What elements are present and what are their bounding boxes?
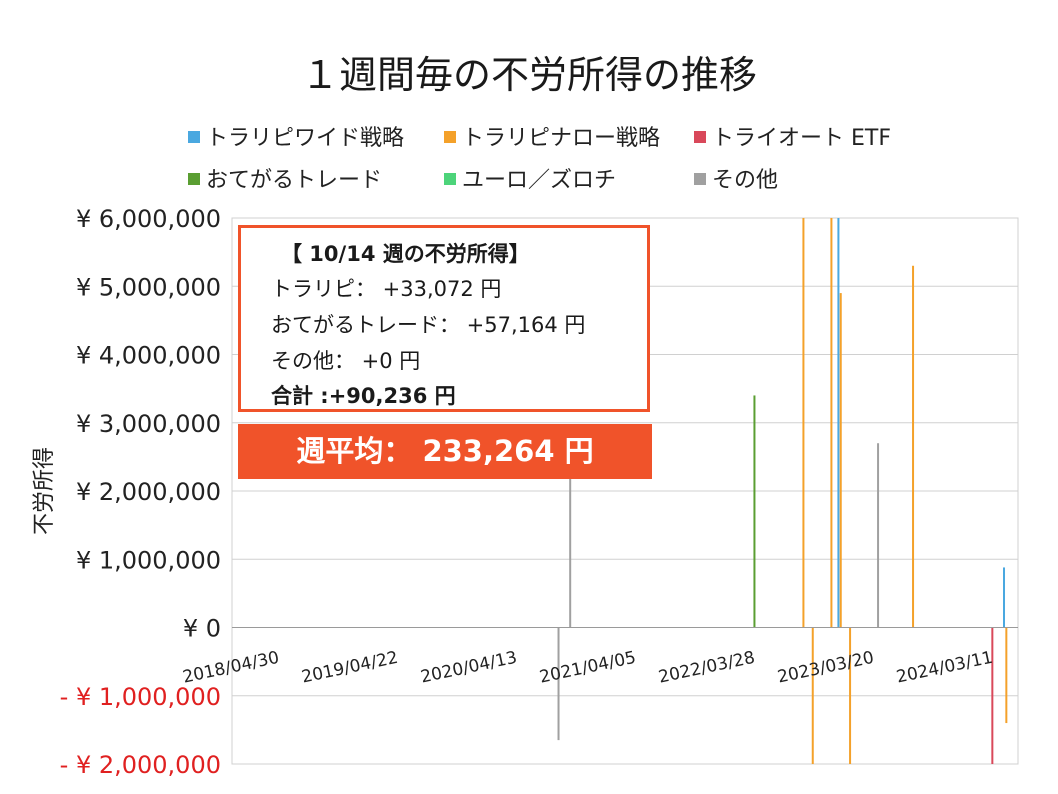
- y-tick-label: ¥ 1,000,000: [76, 546, 221, 574]
- legend-item-other[interactable]: その他: [694, 162, 778, 194]
- legend-label: その他: [712, 168, 779, 193]
- y-tick-label: ¥ 2,000,000: [76, 478, 221, 506]
- legend-swatch-icon: [188, 131, 200, 143]
- bar: [1003, 567, 1006, 628]
- bar: [569, 477, 572, 628]
- x-tick-label: 2024/03/11: [895, 648, 995, 688]
- legend-swatch-icon: [694, 173, 706, 185]
- legend-label: トラリピナロー戦略: [462, 126, 661, 151]
- legend-swatch-icon: [444, 173, 456, 185]
- y-tick-label: ¥ 5,000,000: [76, 273, 221, 301]
- x-tick-label: 2020/04/13: [419, 648, 519, 688]
- info-otegaru-line: おてがるトレード： +57,164 円: [271, 313, 586, 337]
- info-heading: 【 10/14 週の不労所得】: [281, 242, 530, 266]
- legend-label: おてがるトレード: [206, 168, 383, 193]
- bar: [557, 627, 560, 741]
- info-other-line: その他： +0 円: [271, 349, 421, 373]
- x-tick-label: 2018/04/30: [181, 648, 281, 688]
- y-tick-label: ¥ 3,000,000: [76, 410, 221, 438]
- x-tick-label: 2023/03/20: [776, 648, 876, 688]
- legend-swatch-icon: [694, 131, 706, 143]
- legend-item-trarip-wide[interactable]: トラリピワイド戦略: [188, 120, 404, 152]
- x-tick-label: 2022/03/28: [657, 648, 757, 688]
- bar: [802, 218, 805, 628]
- bar: [1005, 627, 1008, 724]
- x-tick-labels: 2018/04/30 2019/04/22 2020/04/13 2021/04/05…: [181, 648, 995, 688]
- x-tick-label: 2019/04/22: [300, 648, 400, 688]
- weekly-income-info-box: 【 10/14 週の不労所得】 トラリピ： +33,072 円 おてがるトレード…: [238, 225, 650, 412]
- weekly-average-banner: 週平均： 233,264 円: [238, 424, 652, 479]
- legend-swatch-icon: [444, 131, 456, 143]
- info-trarip-line: トラリピ： +33,072 円: [271, 277, 502, 301]
- legend-label: トラリピワイド戦略: [206, 126, 405, 151]
- chart-title: １週間毎の不労所得の推移: [300, 53, 757, 97]
- y-tick-labels: ¥ 6,000,000 ¥ 5,000,000 ¥ 4,000,000 ¥ 3,000…: [60, 205, 221, 779]
- legend-item-trarip-narrow[interactable]: トラリピナロー戦略: [444, 120, 660, 152]
- y-tick-label: - ¥ 2,000,000: [60, 751, 221, 779]
- y-tick-label: ¥ 4,000,000: [76, 342, 221, 370]
- legend-item-euro-zloty[interactable]: ユーロ／ズロチ: [444, 162, 616, 194]
- y-tick-label: ¥ 0: [183, 615, 221, 643]
- bar: [830, 218, 833, 628]
- legend-item-otegaru-trade[interactable]: おてがるトレード: [188, 162, 382, 194]
- info-total-line: 合計 :+90,236 円: [271, 384, 456, 408]
- bar: [912, 265, 915, 628]
- legend-swatch-icon: [188, 173, 200, 185]
- legend-label: ユーロ／ズロチ: [462, 168, 617, 193]
- bar: [811, 627, 814, 764]
- y-tick-label: ¥ 6,000,000: [76, 205, 221, 233]
- bar: [991, 627, 994, 764]
- bar: [837, 218, 840, 628]
- bars: [557, 218, 1008, 764]
- x-tick-label: 2021/04/05: [538, 648, 638, 688]
- bar: [877, 443, 880, 628]
- y-tick-label: - ¥ 1,000,000: [60, 683, 221, 711]
- legend-label: トライオート ETF: [712, 126, 891, 151]
- bar: [849, 627, 852, 764]
- bar: [839, 293, 842, 628]
- bar: [753, 395, 756, 628]
- legend-item-triauto-etf[interactable]: トライオート ETF: [694, 120, 891, 152]
